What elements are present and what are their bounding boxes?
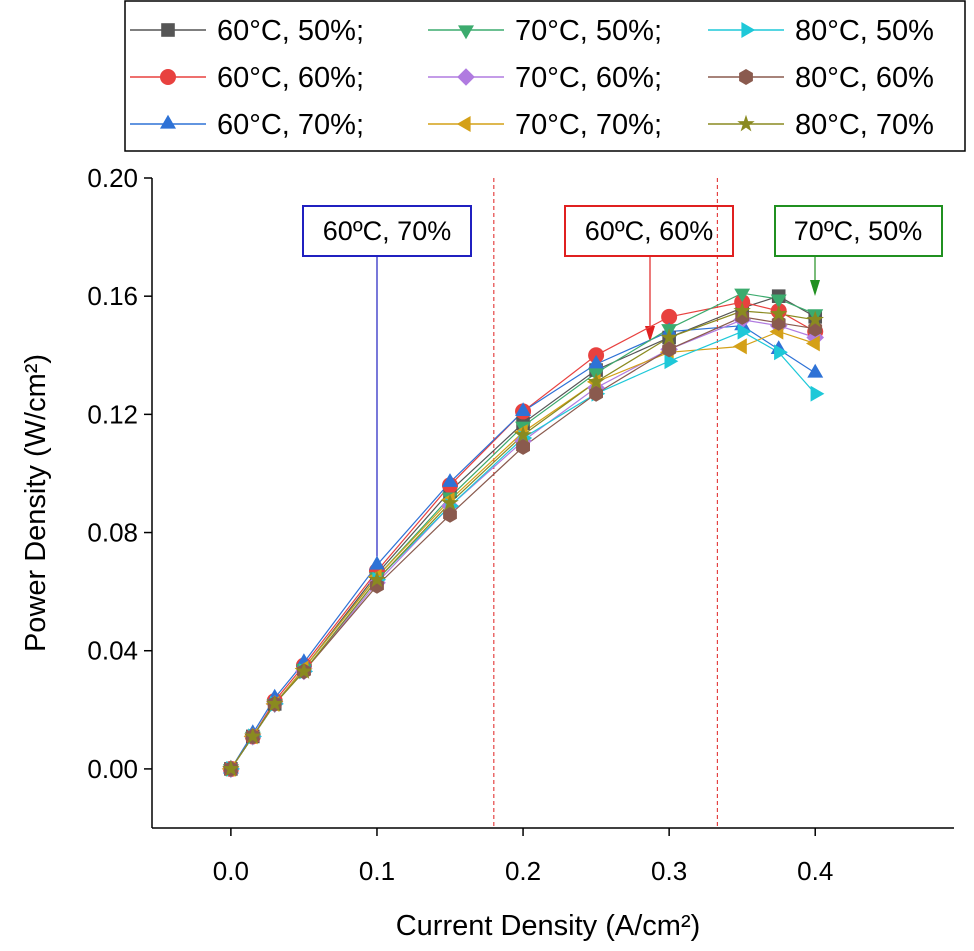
data-point — [369, 555, 385, 570]
data-point — [515, 402, 531, 416]
y-tick-label: 0.00 — [87, 754, 138, 784]
data-point — [664, 353, 679, 370]
legend-label: 70°C, 70%; — [515, 109, 662, 141]
annotation: 60ºC, 60% — [585, 216, 713, 246]
legend-box — [124, 0, 966, 152]
data-point — [737, 323, 752, 340]
x-tick-label: 0.2 — [505, 856, 541, 886]
y-tick-label: 0.16 — [87, 281, 138, 311]
data-point — [442, 473, 458, 487]
data-point — [769, 304, 788, 322]
legend-marker — [161, 23, 175, 37]
data-point — [514, 425, 532, 443]
legend-marker — [457, 68, 475, 86]
legend-marker — [737, 114, 755, 132]
legend-marker — [741, 22, 756, 38]
legend-marker — [739, 69, 753, 85]
data-point — [662, 341, 677, 358]
legend-label: 70°C, 50%; — [515, 15, 662, 47]
data-point — [660, 328, 678, 345]
series-line — [230, 319, 816, 770]
legend-label: 60°C, 50%; — [217, 15, 364, 47]
series-line — [230, 330, 816, 770]
data-point — [295, 662, 313, 679]
series-line — [230, 301, 816, 770]
legend-marker — [458, 25, 474, 40]
data-point — [770, 294, 787, 309]
legend-label: 80°C, 50% — [795, 15, 934, 47]
y-tick-label: 0.12 — [87, 399, 138, 429]
series-line — [230, 295, 816, 770]
data-point — [222, 759, 240, 777]
legend-label: 60°C, 70%; — [217, 109, 364, 141]
data-point — [734, 288, 751, 303]
data-point — [588, 354, 605, 369]
series-line — [230, 316, 816, 770]
annotation-box — [774, 205, 943, 257]
legend-marker — [160, 114, 176, 129]
annotation-box — [302, 205, 472, 257]
data-point — [587, 372, 605, 390]
data-point — [589, 385, 603, 402]
data-point — [806, 310, 824, 328]
annotation-box — [564, 205, 734, 257]
x-tick-label: 0.3 — [651, 856, 687, 886]
data-point — [266, 694, 284, 712]
data-point — [368, 570, 386, 588]
legend-marker — [160, 69, 176, 85]
annotation-arrowhead — [645, 326, 655, 342]
data-point — [244, 727, 262, 744]
x-tick-label: 0.1 — [359, 856, 395, 886]
series-line — [230, 325, 816, 770]
data-point — [774, 344, 788, 361]
series-line — [230, 292, 816, 770]
annotation-arrowhead — [810, 280, 820, 296]
legend-marker — [456, 116, 471, 132]
x-tick-label: 0.4 — [797, 856, 833, 886]
x-axis-label: Current Density (A/cm²) — [396, 910, 701, 942]
data-point — [661, 308, 678, 325]
series-line — [230, 330, 816, 770]
annotation: 60ºC, 70% — [323, 216, 451, 246]
legend-label: 60°C, 60%; — [217, 62, 364, 94]
data-point — [441, 493, 459, 511]
series-line — [230, 310, 816, 770]
data-point — [443, 506, 457, 523]
legend-label: 70°C, 60%; — [515, 62, 662, 94]
data-point — [516, 438, 530, 455]
data-point — [733, 338, 747, 355]
legend-label: 80°C, 70% — [795, 109, 934, 141]
y-tick-label: 0.04 — [87, 636, 138, 666]
x-tick-label: 0.0 — [213, 856, 249, 886]
legend-label: 80°C, 60% — [795, 62, 934, 94]
annotation: 70ºC, 50% — [794, 216, 922, 246]
data-point — [807, 363, 824, 378]
data-point — [806, 335, 820, 352]
y-tick-label: 0.20 — [87, 163, 138, 193]
data-point — [733, 301, 751, 319]
y-tick-label: 0.08 — [87, 518, 138, 548]
data-point — [810, 385, 825, 402]
y-axis-label: Power Density (W/cm²) — [20, 354, 52, 652]
